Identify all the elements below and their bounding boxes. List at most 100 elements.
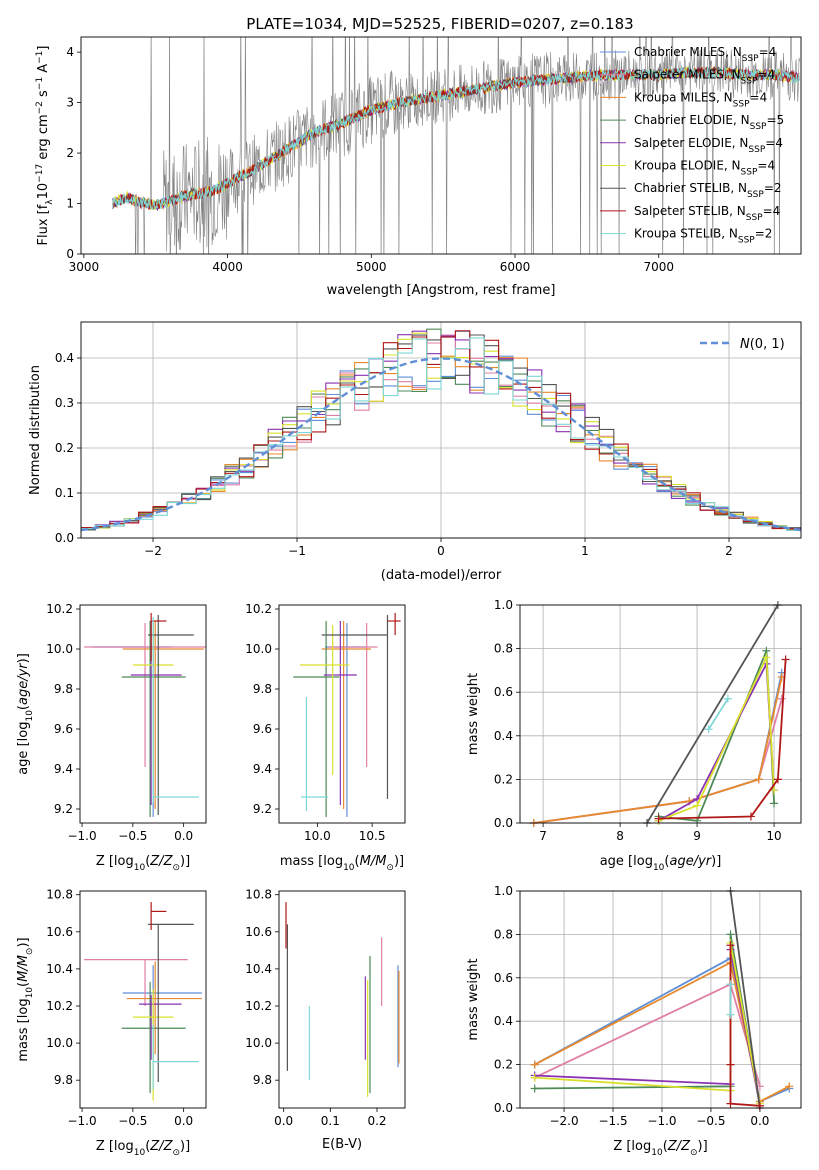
- x-tick-label: −1: [288, 544, 306, 558]
- series-marker: [726, 1010, 735, 1019]
- y-tick-label: 10.0: [46, 1036, 73, 1050]
- y-tick-label: 2: [66, 146, 74, 160]
- x-tick-label: 0.0: [274, 1114, 293, 1128]
- y-tick-label: 10.6: [245, 925, 272, 939]
- y-axis-label: mass weight: [466, 673, 481, 755]
- y-tick-label: 9.4: [54, 762, 73, 776]
- x-tick-label: 10: [766, 829, 781, 843]
- legend-label: Kroupa ELODIE, NSSP=4: [634, 159, 775, 178]
- y-tick-label: 0: [66, 247, 74, 261]
- x-axis-label: Z [log10(Z/Z⊙)]: [96, 854, 190, 873]
- x-tick-label: −1.0: [67, 829, 96, 843]
- x-tick-label: 7000: [643, 260, 674, 274]
- y-tick-label: 0.8: [494, 642, 513, 656]
- legend-label: Kroupa STELIB, NSSP=2: [634, 227, 772, 246]
- y-tick-label: 10.8: [245, 888, 272, 902]
- y-tick-label: 10.8: [46, 888, 73, 902]
- y-tick-label: 0.1: [55, 486, 74, 500]
- x-tick-label: 1: [581, 544, 589, 558]
- x-tick-label: 0.0: [174, 829, 193, 843]
- y-tick-label: 0.4: [55, 351, 74, 365]
- y-axis-label: Flux [fλ10−17 erg cm−2 s−1 A−1]: [35, 46, 55, 246]
- series-line: [729, 891, 761, 1108]
- series-marker: [726, 1060, 735, 1069]
- data-spectrum-line: [112, 37, 800, 254]
- y-tick-label: 10.2: [46, 999, 73, 1013]
- y-tick-label: 0.3: [55, 396, 74, 410]
- histogram-step: [81, 330, 801, 530]
- series-marker: [726, 941, 735, 950]
- x-axis-label: mass [log10(M/M⊙)]: [280, 854, 404, 873]
- page-title: PLATE=1034, MJD=52525, FIBERID=0207, z=0…: [246, 15, 633, 33]
- y-tick-label: 9.8: [253, 682, 272, 696]
- y-axis-label: mass [log10(M/M⊙)]: [16, 937, 35, 1061]
- x-tick-label: −1.5: [598, 1114, 627, 1128]
- series-line: [646, 605, 779, 823]
- x-tick-label: −0.5: [118, 1114, 147, 1128]
- y-tick-label: 10.2: [245, 602, 272, 616]
- y-axis-label: mass weight: [466, 958, 481, 1040]
- series-marker: [530, 1073, 539, 1082]
- x-tick-label: 3000: [69, 260, 100, 274]
- y-tick-label: 9.2: [253, 802, 272, 816]
- spectrum-frame: [80, 36, 802, 255]
- series-marker: [530, 1084, 539, 1093]
- y-tick-label: 10.0: [46, 642, 73, 656]
- y-tick-label: 0.4: [494, 729, 513, 743]
- x-tick-label: 7: [539, 829, 547, 843]
- y-tick-label: 0.2: [55, 441, 74, 455]
- y-tick-label: 0.8: [494, 927, 513, 941]
- mass_vs_Z-frame: [79, 890, 207, 1109]
- y-axis-label: age [log10(age/yr)]: [16, 653, 35, 775]
- x-tick-label: 2: [725, 544, 733, 558]
- y-tick-label: 3: [66, 96, 74, 110]
- series-marker: [654, 814, 663, 823]
- x-tick-label: 8: [616, 829, 624, 843]
- y-tick-label: 0.6: [494, 685, 513, 699]
- legend-label: Chabrier STELIB, NSSP=2: [634, 181, 782, 200]
- x-tick-label: −1.0: [647, 1114, 676, 1128]
- series-line: [707, 698, 729, 730]
- y-tick-label: 9.6: [54, 722, 73, 736]
- x-axis-label: Z [log10(Z/Z⊙)]: [613, 1139, 707, 1158]
- y-tick-label: 9.6: [253, 722, 272, 736]
- x-tick-label: 10.5: [359, 829, 386, 843]
- x-tick-label: −0.5: [696, 1114, 725, 1128]
- y-tick-label: 10.4: [245, 962, 272, 976]
- model-spectrum-line: [112, 66, 800, 211]
- y-tick-label: 1.0: [494, 598, 513, 612]
- age_vs_Z-axes: [76, 608, 185, 827]
- series-marker: [723, 694, 732, 703]
- legend-label: Salpeter STELIB, NSSP=4: [634, 204, 780, 223]
- series-line: [534, 949, 761, 1106]
- y-tick-label: 0.4: [494, 1014, 513, 1028]
- x-tick-label: 0.0: [174, 1114, 193, 1128]
- x-tick-label: −2: [144, 544, 162, 558]
- series-marker: [785, 1082, 794, 1091]
- y-tick-label: 10.0: [245, 642, 272, 656]
- y-tick-label: 0.6: [494, 971, 513, 985]
- y-axis-label: Normed distribution: [28, 365, 43, 495]
- series-line: [533, 676, 783, 823]
- series-marker: [726, 930, 735, 939]
- series-marker: [746, 812, 755, 821]
- mass_vs_Z-axes: [76, 894, 185, 1112]
- series-marker: [770, 786, 779, 795]
- age_vs_mass-frame: [278, 604, 406, 824]
- x-tick-label: 4000: [212, 260, 243, 274]
- histogram-step: [81, 337, 801, 532]
- legend-label: N(0, 1): [740, 337, 785, 352]
- y-tick-label: 9.8: [54, 1073, 73, 1087]
- series-marker: [754, 775, 763, 784]
- legend-label: Salpeter ELODIE, NSSP=4: [634, 136, 783, 155]
- x-tick-label: 10.0: [304, 829, 331, 843]
- mass_vs_ebv-axes: [275, 894, 378, 1112]
- y-tick-label: 1: [66, 197, 74, 211]
- y-tick-label: 0.2: [494, 772, 513, 786]
- x-tick-label: 0: [437, 544, 445, 558]
- y-tick-label: 10.6: [46, 925, 73, 939]
- series-marker: [762, 653, 771, 662]
- series-marker: [530, 1060, 539, 1069]
- y-tick-label: 9.4: [253, 762, 272, 776]
